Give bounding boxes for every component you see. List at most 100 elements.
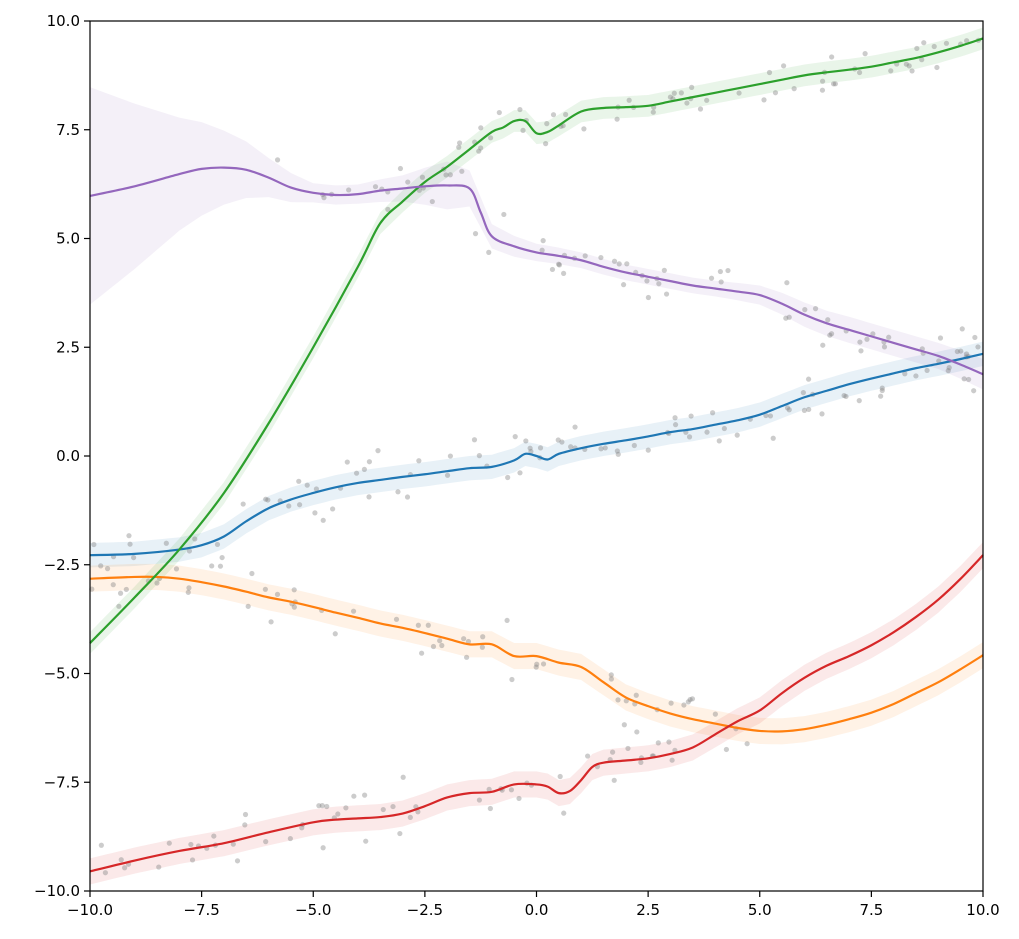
scatter-point (123, 586, 129, 593)
scatter-point (110, 582, 116, 588)
scatter-point (479, 644, 485, 650)
scatter-point (585, 753, 591, 759)
scatter-point (362, 792, 368, 798)
scatter-point (931, 43, 937, 50)
scatter-point (304, 482, 310, 488)
scatter-point (820, 78, 826, 84)
scatter-point (615, 697, 621, 703)
scatter-point (209, 563, 215, 569)
scatter-point (234, 858, 241, 864)
scatter-point (395, 489, 401, 495)
scatter-point (650, 109, 656, 115)
scatter-point (598, 446, 604, 452)
scatter-point (602, 445, 608, 451)
scatter-point (770, 435, 776, 441)
scatter-point (166, 840, 172, 846)
series-1-band (90, 563, 983, 745)
scatter-point (666, 739, 672, 745)
scatter-point (550, 112, 557, 118)
scatter-point (924, 367, 930, 374)
scatter-point (678, 90, 684, 96)
scatter-point (966, 376, 972, 383)
scatter-point (975, 344, 981, 350)
x-tick-label: 2.5 (636, 901, 660, 919)
scatter-point (825, 317, 831, 323)
scatter-point (476, 797, 482, 803)
scatter-point (549, 266, 556, 273)
scatter-point (631, 442, 637, 449)
series-0-band (90, 341, 983, 568)
scatter-point (687, 697, 693, 703)
scatter-point (914, 45, 920, 52)
scatter-point (242, 811, 249, 818)
scatter-point (523, 438, 529, 444)
scatter-point (98, 563, 104, 569)
scatter-point (704, 97, 710, 103)
scatter-point (784, 280, 790, 286)
scatter-point (704, 429, 710, 435)
scatter-point (561, 270, 567, 277)
scatter-point (864, 336, 870, 342)
scatter-point (555, 437, 561, 443)
scatter-point (879, 387, 885, 394)
scatter-point (886, 334, 892, 340)
y-tick-label: −7.5 (44, 773, 80, 791)
scatter-point (937, 335, 944, 341)
scatter-point (625, 745, 631, 752)
x-axis: −10.0 −7.5 −5.0 −2.5 0.0 2.5 5.0 7.5 10.0 (67, 891, 1000, 919)
x-tick-label: 0.0 (525, 901, 549, 919)
scatter-point (528, 448, 534, 455)
scatter-point (906, 63, 912, 69)
scatter-point (393, 616, 400, 622)
scatter-point (380, 806, 386, 813)
scatter-point (661, 267, 667, 273)
scatter-point (262, 586, 268, 592)
scatter-point (672, 422, 679, 428)
scatter-point (419, 174, 426, 180)
scatter-point (415, 622, 421, 628)
scatter-point (316, 803, 322, 809)
scatter-point (240, 501, 246, 507)
scatter-point (870, 331, 876, 337)
scatter-point (512, 434, 518, 440)
scatter-point (297, 502, 303, 508)
scatter-point (476, 148, 482, 154)
scatter-point (346, 187, 352, 193)
scatter-point (505, 474, 511, 481)
scatter-point (610, 749, 616, 755)
scatter-point (644, 278, 650, 284)
scatter-point (405, 179, 411, 185)
scatter-point (122, 865, 128, 871)
scatter-point (801, 407, 808, 414)
scatter-point (717, 268, 724, 275)
scatter-point (936, 358, 942, 364)
scatter-point (127, 541, 133, 547)
series-0-line (89, 352, 984, 557)
scatter-point (805, 376, 812, 382)
scatter-point (772, 90, 779, 96)
scatter-point (800, 390, 806, 396)
scatter-point (614, 448, 620, 454)
scatter-point (672, 415, 678, 421)
scatter-point (118, 857, 124, 863)
scatter-point (669, 757, 675, 763)
scatter-point (945, 368, 951, 374)
scatter-point (783, 315, 789, 321)
scatter-point (516, 795, 522, 802)
scatter-point (299, 825, 305, 831)
scatter-point (913, 373, 919, 379)
scatter-point (620, 282, 627, 288)
scatter-point (102, 870, 108, 876)
scatter-point (858, 348, 864, 354)
scatter-point (645, 447, 651, 453)
scatter-point (608, 672, 614, 678)
scatter-point (806, 406, 812, 413)
scatter-point (520, 127, 526, 133)
scatter-point (856, 398, 862, 404)
scatter-point (488, 135, 494, 141)
scatter-point (857, 339, 863, 345)
scatter-point (245, 603, 251, 609)
scatter-point (909, 68, 915, 74)
scatter-point (416, 458, 422, 464)
scatter-point (471, 437, 478, 443)
